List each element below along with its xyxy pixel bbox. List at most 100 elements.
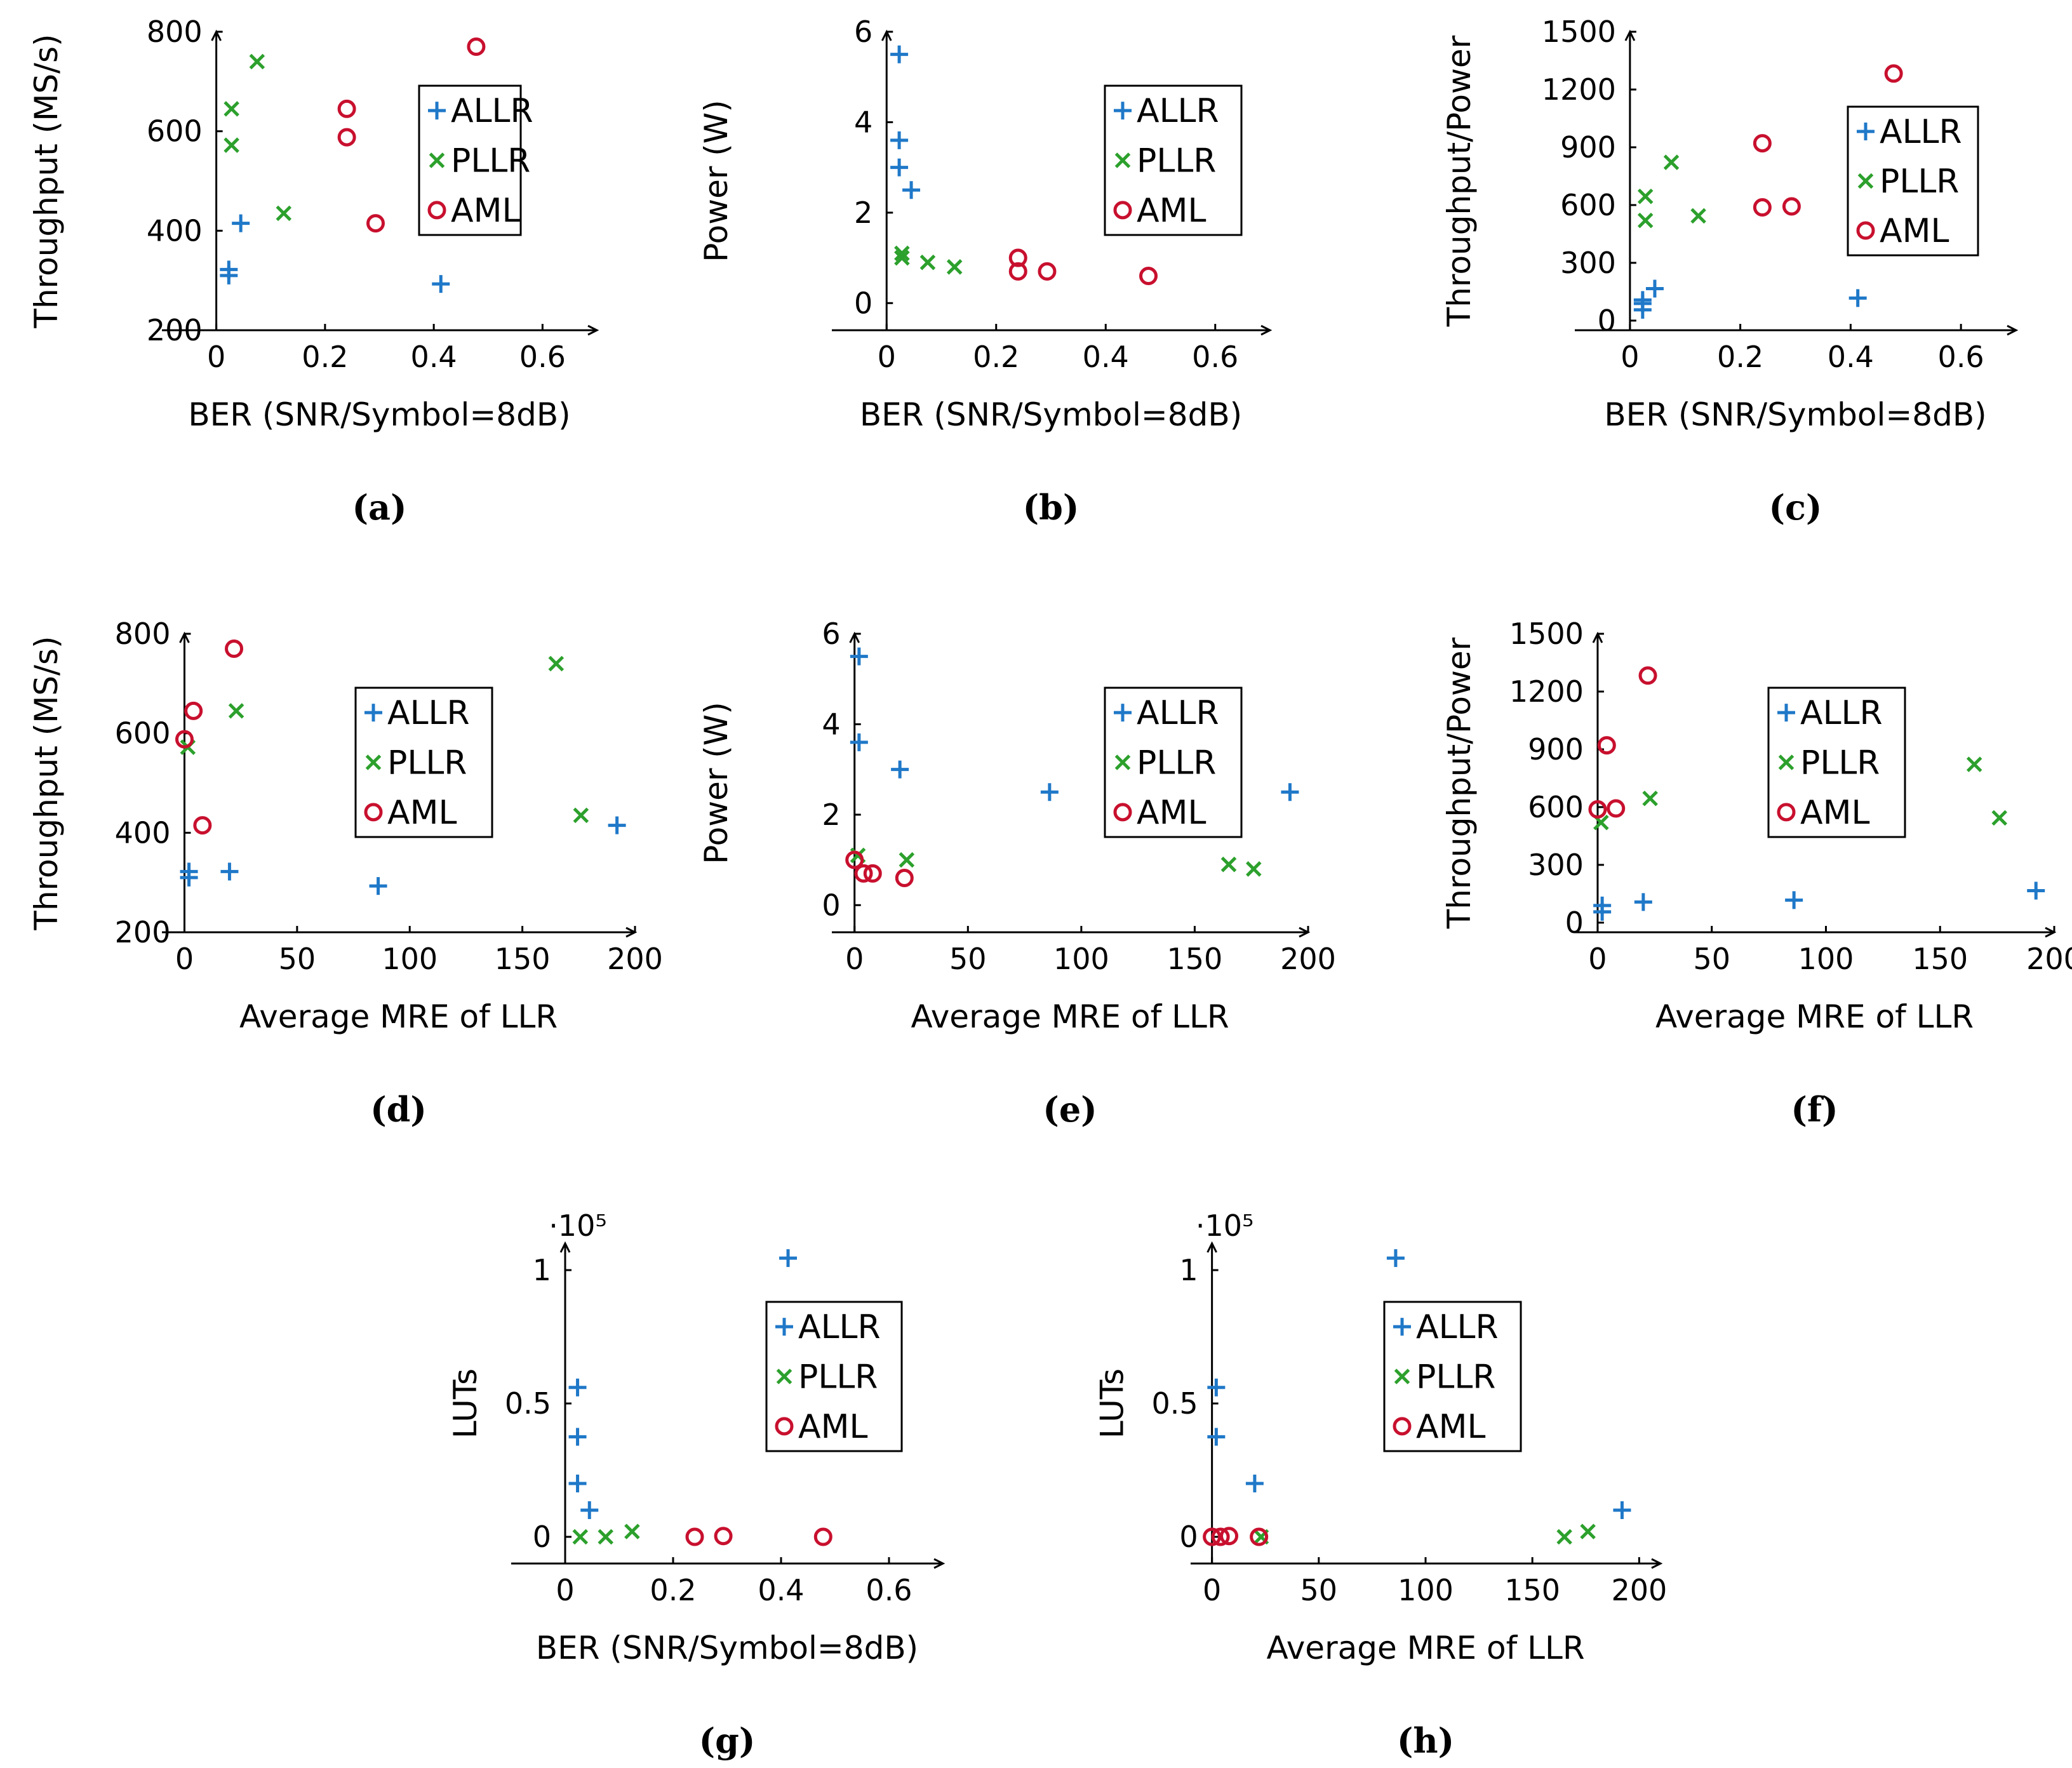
y-tick-label: 1500 [1542,15,1616,49]
x-tick-label: 200 [607,942,663,976]
data-point-aml [337,99,356,118]
y-tick-label: 0 [1598,304,1616,338]
legend-label-pllr: PLLR [1137,142,1216,180]
legend-marker-allr [428,102,446,120]
y-axis-label: Power (W) [698,702,735,864]
data-point-allr [580,1501,599,1519]
legend-label-pllr: PLLR [1880,163,1959,201]
legend-marker-aml [1856,221,1875,240]
data-point-aml [1638,666,1657,685]
legend-label-aml: AML [1416,1408,1485,1446]
legend-marker-allr [1114,704,1132,722]
legend: ALLR PLLR AML [1104,686,1243,838]
data-point-allr [568,1378,587,1396]
x-axis-label: BER (SNR/Symbol=8dB) [860,396,1242,433]
x-tick-label: 150 [1504,1573,1560,1607]
legend-label-allr: ALLR [798,1308,881,1346]
data-point-allr [902,181,921,199]
data-point-allr [568,1428,587,1446]
data-point-allr [850,733,868,751]
data-point-allr [1207,1428,1226,1446]
chart-panel-e: 0 50 100 150 200 0 2 4 6 Average MRE of LLR Power … [698,617,1336,1130]
data-point-pllr [899,852,915,868]
y-tick-label: 800 [147,15,203,49]
legend-label-pllr: PLLR [798,1358,878,1396]
data-point-aml [1588,800,1607,819]
data-point-aml [337,128,356,147]
data-point-pllr [1966,756,1982,772]
data-point-pllr [946,259,963,275]
x-tick-label: 0.2 [1717,340,1763,374]
y-tick-label: 2 [854,196,872,230]
data-point-allr [1593,896,1612,914]
panel-label: (g) [699,1720,756,1761]
data-point-allr [890,158,909,177]
y-axis-label: Throughput (MS/s) [28,636,65,930]
x-tick-label: 0.6 [866,1573,912,1607]
legend: ALLR PLLR AML [1767,686,1906,838]
data-point-pllr [624,1524,640,1539]
data-point-aml [175,730,194,749]
legend-marker-pllr [1857,173,1874,189]
x-tick-label: 150 [495,942,551,976]
data-point-aml [1753,198,1772,217]
legend-marker-pllr [429,152,445,168]
data-point-aml [1220,1527,1239,1546]
x-tick-label: 100 [1398,1573,1454,1607]
y-tick-label: 1 [1179,1253,1198,1287]
y-tick-label: 4 [822,707,840,741]
x-axis-arrow-h [1651,1558,1663,1569]
x-axis-label: Average MRE of LLR [1655,998,1974,1035]
x-tick-label: 0 [1588,942,1607,976]
data-point-pllr [1220,856,1237,873]
data-point-pllr [1556,1529,1572,1545]
data-point-aml [1038,262,1057,281]
y-tick-label: 600 [147,114,203,149]
legend-marker-allr [1777,704,1795,722]
data-point-allr [850,647,868,666]
legend-marker-aml [1777,803,1796,822]
legend-marker-aml [364,803,383,822]
x-tick-label: 0.4 [758,1573,804,1607]
y-axis-label: Throughput/Power [1441,637,1478,929]
y-tick-label: 1 [533,1253,551,1287]
x-tick-label: 0.2 [302,340,348,374]
x-tick-label: 0 [845,942,864,976]
data-point-aml [1250,1527,1269,1546]
data-point-allr [891,760,909,779]
data-point-allr [180,862,198,881]
y-axis-arrow-e [849,631,860,643]
y-axis-label: LUTs [447,1369,484,1438]
data-point-allr [432,275,450,293]
data-point-aml [184,701,203,720]
legend-marker-pllr [1114,754,1131,770]
data-point-allr [1785,891,1803,909]
legend: ALLR PLLR AML [765,1301,903,1452]
data-point-pllr [1580,1524,1596,1539]
panel-label: (d) [370,1089,427,1130]
x-tick-label: 0.6 [1938,340,1984,374]
data-point-allr [1634,893,1652,911]
legend-marker-allr [364,704,382,722]
x-tick-label: 200 [1280,942,1336,976]
y-tick-label: 600 [1528,790,1584,824]
x-axis-arrow-b [1260,325,1273,336]
y-tick-label: 4 [854,105,872,139]
x-tick-label: 0 [1621,340,1639,374]
legend-label-aml: AML [1137,794,1206,832]
data-point-aml [467,37,486,56]
y-tick-label: 0 [854,286,872,320]
panel-label: (h) [1397,1720,1454,1761]
y-tick-label: 0.5 [505,1386,551,1421]
data-point-pllr [249,53,265,70]
legend-label-aml: AML [1137,192,1206,230]
x-tick-label: 50 [1300,1573,1338,1607]
legend-marker-pllr [1778,754,1795,770]
chart-panel-h: 0 50 100 150 200 0 0.5 1 Average MRE of LLR LUTs ·… [1094,1209,1668,1761]
legend-marker-pllr [1394,1369,1410,1384]
chart-panel-f: 0 50 100 150 200 0 300 600 900 1200 1500 Average MR… [1441,617,2072,1130]
y-tick-label: 600 [115,716,171,751]
data-point-allr [1613,1501,1631,1519]
data-point-pllr [919,254,936,271]
